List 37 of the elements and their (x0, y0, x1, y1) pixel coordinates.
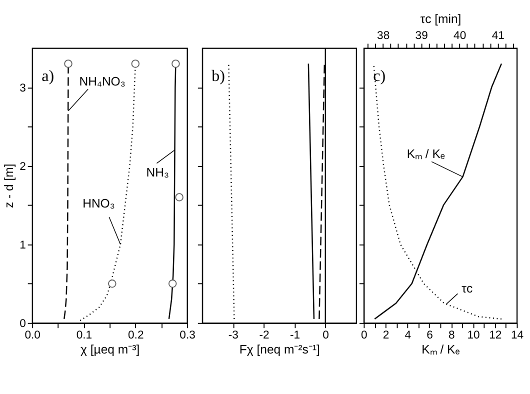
x-tick-label: 0 (322, 329, 329, 342)
x2-tick-label: 40 (454, 30, 466, 42)
annotation: a) (42, 68, 54, 86)
x-tick-label: 0.2 (128, 329, 144, 342)
annotation: τc (462, 282, 473, 296)
x-tick-label: -3 (228, 329, 238, 342)
x-tick-label: 0.1 (76, 329, 92, 342)
x-tick-label: 12 (489, 329, 502, 342)
y-axis-title: z - d [m] (2, 164, 16, 208)
x-tick-label: 10 (467, 329, 480, 342)
annotation: NH₃ (146, 166, 170, 180)
x-axis-title: χ [µeq m⁻³] (80, 342, 140, 357)
y-tick-label: 1 (20, 240, 26, 252)
annotation: Kₘ / Kₑ (406, 146, 446, 161)
annotation: NH₄NO₃ (79, 74, 126, 88)
x2-tick-label: 38 (377, 30, 390, 42)
x-tick-label: 0.0 (24, 329, 40, 342)
x2-axis-title: τc [min] (420, 12, 462, 26)
x-tick-label: -1 (290, 329, 300, 342)
y-tick-label: 3 (20, 82, 26, 95)
x-tick-label: -2 (259, 329, 270, 342)
x-axis-title: Fχ [neq m⁻²s⁻¹] (239, 342, 320, 357)
x-tick-label: 2 (382, 329, 390, 342)
annotation: HNO₃ (82, 196, 115, 211)
annotation: b) (212, 68, 225, 86)
annotation: c) (373, 68, 386, 86)
x-axis-title: Kₘ / Kₑ (422, 342, 460, 357)
y-tick-label: 0 (20, 318, 26, 330)
x-tick-label: 0.3 (180, 329, 196, 342)
x-tick-label: 8 (448, 329, 455, 342)
x2-tick-label: 39 (415, 30, 428, 42)
x-tick-label: 14 (510, 329, 524, 342)
x-tick-label: 6 (426, 329, 433, 342)
x-tick-label: 0 (361, 329, 368, 342)
y-tick-label: 2 (20, 161, 26, 174)
x2-tick-label: 41 (492, 30, 504, 42)
x-tick-label: 4 (404, 329, 412, 342)
